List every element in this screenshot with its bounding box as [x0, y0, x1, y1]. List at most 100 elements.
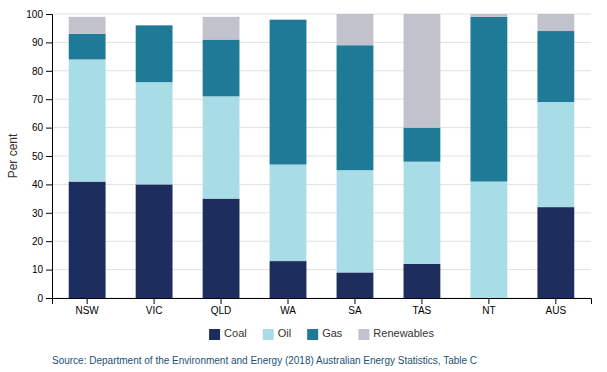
x-tick-mark	[488, 298, 489, 304]
x-tick-label: TAS	[413, 305, 432, 316]
x-tick: AUS	[546, 298, 567, 316]
legend: CoalOilGasRenewables	[209, 327, 434, 340]
x-tick: QLD	[211, 298, 232, 316]
bar	[337, 14, 374, 45]
y-tick-mark	[46, 184, 52, 185]
y-tick-label: 60	[32, 122, 44, 133]
bar	[470, 14, 507, 17]
bar	[537, 14, 574, 31]
y-axis-title: Per cent	[6, 133, 20, 178]
y-axis: 0 10 20 30 40 50 60 70 80 90 100	[26, 9, 52, 304]
bar	[337, 45, 374, 170]
x-tick: NSW	[75, 298, 99, 316]
y-tick: 90	[32, 37, 52, 48]
x-tick: SA	[348, 298, 362, 316]
grid-line	[52, 14, 591, 15]
y-axis-line	[46, 15, 53, 299]
y-tick: 20	[32, 236, 52, 247]
y-tick-mark	[46, 213, 52, 214]
x-tick: TAS	[413, 298, 432, 316]
x-tick-label: NT	[482, 305, 495, 316]
bar	[69, 59, 106, 181]
x-tick: WA	[280, 298, 296, 316]
bars	[69, 14, 575, 298]
x-tick: NT	[482, 298, 495, 316]
y-tick-mark	[46, 241, 52, 242]
plot: 0 10 20 30 40 50 60 70 80 90 100 NSW VIC QLD WA SA TAS NT…	[26, 9, 591, 316]
x-tick-mark	[354, 298, 355, 304]
x-axis: NSW VIC QLD WA SA TAS NT AUS	[53, 298, 592, 316]
bar	[270, 19, 307, 20]
y-tick: 10	[32, 264, 52, 275]
series	[69, 14, 575, 128]
y-tick-label: 10	[32, 264, 44, 275]
x-tick-mark	[555, 298, 556, 304]
y-tick: 40	[32, 179, 52, 190]
y-tick: 0	[37, 293, 52, 304]
bar	[69, 182, 106, 298]
x-tick-label: SA	[348, 305, 362, 316]
y-tick-mark	[46, 14, 52, 15]
bar	[203, 40, 240, 97]
y-tick-label: 90	[32, 37, 44, 48]
bar	[404, 128, 441, 162]
bar	[404, 162, 441, 264]
legend-item: Oil	[263, 327, 291, 340]
y-tick-label: 50	[32, 151, 44, 162]
y-tick-label: 0	[37, 293, 43, 304]
bar	[203, 96, 240, 198]
bar	[470, 182, 507, 298]
y-tick-mark	[46, 270, 52, 271]
bar	[337, 272, 374, 298]
y-tick-label: 30	[32, 208, 44, 219]
y-tick-mark	[46, 298, 52, 299]
y-tick-mark	[46, 71, 52, 72]
x-tick-label: NSW	[75, 305, 99, 316]
bar	[136, 82, 173, 184]
x-tick-label: WA	[280, 305, 296, 316]
legend-label: Oil	[278, 327, 291, 339]
y-tick: 100	[26, 9, 52, 20]
legend-swatch	[209, 329, 220, 340]
bar	[136, 184, 173, 298]
bar	[470, 17, 507, 182]
bar	[203, 199, 240, 298]
source-note: Source: Department of the Environment an…	[52, 355, 477, 366]
x-tick-mark	[87, 298, 88, 304]
grid-line	[52, 184, 591, 185]
legend-item: Renewables	[358, 327, 434, 340]
legend-label: Renewables	[373, 327, 434, 339]
bar	[337, 170, 374, 272]
bar	[270, 20, 307, 165]
y-tick-label: 80	[32, 66, 44, 77]
grid-line	[52, 241, 591, 242]
legend-swatch	[358, 329, 369, 340]
bar	[136, 25, 173, 82]
bar	[537, 207, 574, 298]
chart: 0 10 20 30 40 50 60 70 80 90 100 NSW VIC QLD WA SA TAS NT…	[0, 0, 607, 372]
y-tick-label: 20	[32, 236, 44, 247]
x-tick-label: QLD	[211, 305, 232, 316]
y-tick: 70	[32, 94, 52, 105]
grid-line	[52, 99, 591, 100]
grid-line	[52, 212, 591, 213]
y-tick-label: 40	[32, 179, 44, 190]
x-tick-label: AUS	[546, 305, 567, 316]
grid-line	[52, 127, 591, 128]
grid-line	[52, 70, 591, 71]
legend-swatch	[307, 329, 318, 340]
bar	[136, 25, 173, 26]
legend-label: Gas	[322, 327, 343, 339]
x-tick-mark	[221, 298, 222, 304]
bar	[270, 165, 307, 262]
bar	[537, 31, 574, 102]
legend-item: Gas	[307, 327, 343, 340]
grid-line	[52, 156, 591, 157]
x-tick: VIC	[146, 298, 163, 316]
bar	[270, 261, 307, 298]
x-tick-mark	[288, 298, 289, 304]
series	[69, 182, 575, 298]
y-tick-label: 70	[32, 94, 44, 105]
y-tick-label: 100	[26, 9, 43, 20]
y-tick-mark	[46, 128, 52, 129]
